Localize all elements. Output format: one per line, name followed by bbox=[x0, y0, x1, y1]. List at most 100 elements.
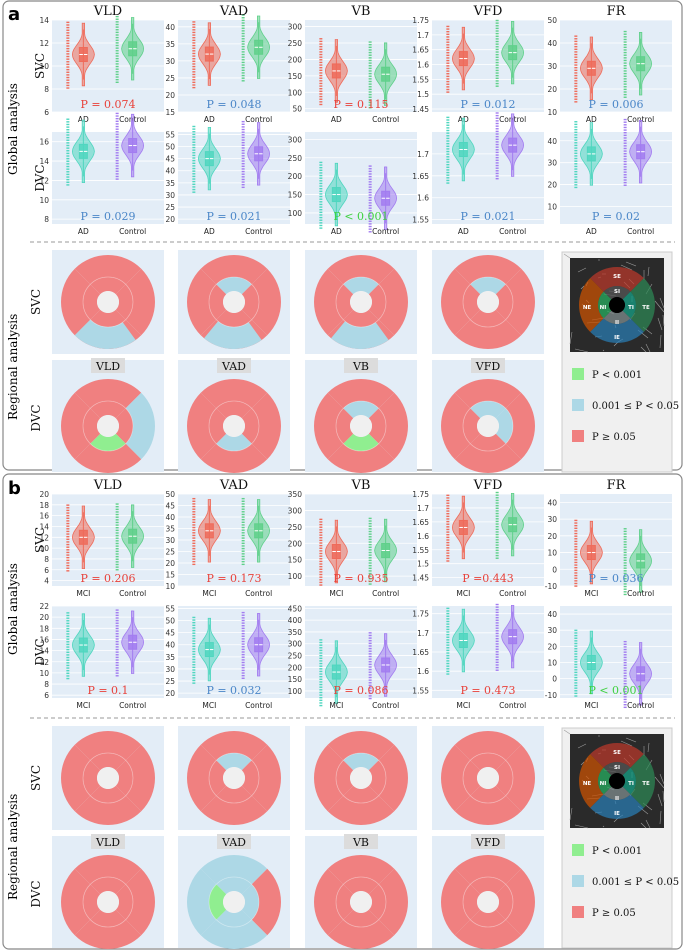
data-point bbox=[574, 666, 578, 668]
data-point bbox=[115, 519, 119, 521]
data-point bbox=[319, 98, 323, 100]
data-point bbox=[319, 180, 323, 182]
data-point bbox=[66, 549, 70, 551]
data-point bbox=[241, 635, 245, 637]
data-point bbox=[368, 225, 372, 228]
data-point bbox=[192, 65, 196, 68]
data-point bbox=[495, 22, 499, 24]
outer-sector-inferior bbox=[454, 795, 522, 825]
data-point bbox=[192, 146, 196, 149]
y-tick-label: 1.6 bbox=[417, 61, 429, 70]
data-point bbox=[192, 627, 196, 629]
data-point bbox=[368, 580, 372, 583]
data-point bbox=[623, 675, 627, 677]
data-point bbox=[368, 165, 372, 167]
regional-row-label-svc: SVC bbox=[29, 765, 43, 791]
data-point bbox=[241, 136, 245, 139]
data-point bbox=[574, 674, 578, 676]
data-point bbox=[446, 177, 450, 179]
y-tick-label: 350 bbox=[288, 628, 303, 637]
data-point bbox=[368, 99, 372, 101]
p-value-label: P = 0.1 bbox=[87, 684, 128, 697]
oct-sector bbox=[622, 767, 636, 795]
outer-sector-nasal bbox=[441, 868, 471, 936]
data-point bbox=[66, 168, 70, 170]
data-point bbox=[192, 508, 196, 510]
data-point bbox=[115, 508, 119, 511]
data-point bbox=[192, 624, 196, 627]
oct-sector bbox=[590, 743, 644, 768]
data-point bbox=[574, 98, 578, 100]
data-point bbox=[241, 51, 245, 53]
y-tick-label: 250 bbox=[288, 523, 303, 532]
data-point bbox=[574, 671, 578, 674]
data-point bbox=[495, 154, 499, 156]
data-point bbox=[495, 656, 499, 658]
y-tick-label: 6 bbox=[44, 566, 49, 575]
y-tick-label: 1.45 bbox=[412, 105, 429, 114]
data-point bbox=[241, 625, 245, 627]
data-point bbox=[115, 160, 119, 162]
oct-sector bbox=[579, 278, 604, 332]
data-point bbox=[368, 695, 372, 697]
outer-sector-temporal bbox=[125, 268, 155, 336]
data-point bbox=[623, 155, 627, 158]
data-point bbox=[192, 640, 196, 642]
data-point bbox=[495, 664, 499, 666]
data-point bbox=[574, 168, 578, 170]
outer-sector-temporal bbox=[251, 392, 281, 460]
data-point bbox=[192, 79, 196, 81]
y-tick-label: 1.55 bbox=[412, 216, 429, 225]
data-point bbox=[495, 159, 499, 161]
y-tick-label: 15 bbox=[165, 108, 175, 117]
data-point bbox=[115, 68, 119, 70]
outer-sector-nasal bbox=[441, 268, 471, 336]
data-point bbox=[368, 46, 372, 49]
data-point bbox=[66, 131, 70, 134]
p-value-label: P < 0.001 bbox=[588, 684, 643, 697]
data-point bbox=[495, 614, 499, 616]
data-point bbox=[446, 169, 450, 171]
y-tick-label: 40 bbox=[547, 610, 557, 619]
y-tick-label: 1.6 bbox=[417, 532, 429, 541]
data-point bbox=[368, 583, 372, 585]
data-point bbox=[446, 148, 450, 150]
data-point bbox=[574, 629, 578, 632]
y-tick-label: 1.75 bbox=[412, 16, 429, 25]
data-point bbox=[319, 172, 323, 174]
ring-boundary bbox=[82, 876, 134, 928]
data-point bbox=[66, 662, 70, 664]
data-point bbox=[368, 570, 372, 572]
data-point bbox=[574, 123, 578, 126]
data-point bbox=[574, 559, 578, 561]
y-tick-label: 150 bbox=[288, 675, 303, 684]
data-point bbox=[574, 173, 578, 176]
data-point bbox=[66, 551, 70, 554]
data-point bbox=[446, 610, 450, 612]
data-point bbox=[446, 150, 450, 153]
outer-sector-temporal bbox=[125, 868, 155, 936]
y-tick-label: 14 bbox=[39, 157, 49, 166]
data-point bbox=[241, 53, 245, 56]
x-tick-label: MCI bbox=[584, 701, 598, 710]
regional-title: VLD bbox=[95, 360, 120, 373]
data-point bbox=[623, 121, 627, 123]
data-point bbox=[623, 643, 627, 645]
data-point bbox=[368, 183, 372, 186]
outer-sector-temporal bbox=[251, 268, 281, 336]
outer-sector-superior bbox=[327, 855, 395, 885]
data-point bbox=[446, 654, 450, 657]
legend-swatch bbox=[572, 368, 584, 380]
data-point bbox=[623, 176, 627, 179]
data-point bbox=[66, 646, 70, 648]
data-point bbox=[446, 552, 450, 554]
data-point bbox=[574, 74, 578, 77]
data-point bbox=[574, 577, 578, 579]
data-point bbox=[495, 138, 499, 140]
y-tick-label: 1.45 bbox=[412, 574, 429, 583]
data-point bbox=[319, 558, 323, 560]
y-tick-label: 1.65 bbox=[412, 648, 429, 657]
y-tick-label: 12 bbox=[39, 658, 49, 667]
